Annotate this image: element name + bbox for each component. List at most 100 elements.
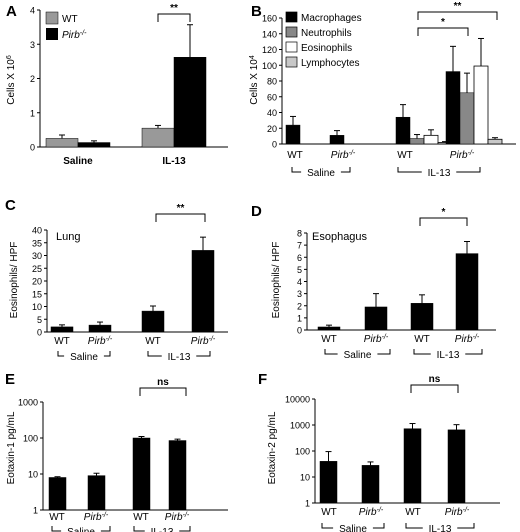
significance-label: ** — [170, 3, 178, 14]
chart-subtitle: Lung — [56, 231, 80, 243]
x-label-wt: WT — [133, 512, 149, 523]
x-label-pirb: Pirb-/- — [445, 507, 470, 519]
y-tick-label: 100 — [23, 434, 38, 444]
legend-label-lymphocytes: Lymphocytes — [301, 58, 360, 69]
bar-eosinophils — [50, 326, 74, 333]
x-category-label: Saline — [63, 156, 93, 167]
bar-eosinophils — [141, 310, 165, 333]
bar-eotaxin-2 — [403, 428, 422, 504]
y-tick-label: 3 — [30, 40, 35, 50]
legend-label-wt: WT — [62, 14, 78, 25]
y-tick-label: 5 — [37, 315, 42, 325]
bar-macrophages — [445, 71, 461, 145]
legend-label-neutrophils: Neutrophils — [301, 28, 352, 39]
bar-macrophages — [395, 116, 411, 145]
x-label-wt: WT — [145, 336, 161, 347]
y-tick-label: 8 — [297, 229, 302, 239]
y-tick-label: 15 — [32, 289, 42, 299]
y-axis-label: Cells X 106 — [6, 55, 18, 105]
x-label-wt: WT — [287, 150, 303, 161]
x-label-pirb: Pirb-/- — [331, 150, 356, 162]
chart-subtitle: Esophagus — [312, 231, 368, 243]
y-tick-label: 1 — [30, 108, 35, 118]
significance-label: ** — [454, 1, 462, 12]
y-tick-label: 10 — [28, 470, 38, 480]
y-tick-label: 4 — [297, 277, 302, 287]
y-tick-label: 1 — [297, 313, 302, 323]
bar-macrophages — [329, 135, 345, 145]
legend-label-eosinophils: Eosinophils — [301, 43, 352, 54]
group-label: IL-13 — [168, 352, 191, 363]
bar-eotaxin-1 — [132, 437, 151, 511]
group-label: Saline — [70, 352, 98, 363]
y-tick-label: 160 — [262, 14, 277, 24]
significance-bracket — [139, 387, 187, 396]
group-label: Saline — [67, 527, 95, 532]
y-tick-label: 20 — [32, 277, 42, 287]
bracket-gap — [301, 169, 341, 175]
y-tick-label: 7 — [297, 241, 302, 251]
y-tick-label: 10000 — [285, 395, 310, 405]
bracket-gap — [422, 525, 458, 531]
y-tick-label: 5 — [297, 265, 302, 275]
x-label-pirb: Pirb-/- — [455, 334, 480, 346]
y-tick-label: 0 — [272, 140, 277, 150]
group-label: Saline — [344, 350, 372, 361]
y-tick-label: 1 — [33, 506, 38, 516]
bar-eotaxin-1 — [168, 440, 187, 511]
bar-eotaxin-1 — [87, 475, 106, 511]
bar-eosinophils — [410, 303, 434, 331]
y-tick-label: 20 — [267, 124, 277, 134]
bar-eosinophils — [423, 134, 439, 145]
panel-letter-c: C — [5, 197, 16, 214]
panel-letter-b: B — [251, 3, 262, 20]
group-label: Saline — [307, 168, 335, 179]
legend-label-pirb: Pirb-/- — [62, 30, 87, 42]
x-label-pirb: Pirb-/- — [364, 334, 389, 346]
bar-wt — [141, 127, 175, 148]
bar-eosinophils — [88, 324, 112, 333]
bracket-gap — [333, 525, 373, 531]
y-tick-label: 100 — [295, 447, 310, 457]
legend-swatch-wt — [45, 11, 59, 25]
significance-bracket — [417, 11, 498, 20]
bar-pirb-/- — [173, 57, 207, 148]
legend-swatch-pirb — [46, 28, 58, 40]
bar-wt — [45, 138, 79, 148]
bar-pirb-/- — [77, 142, 111, 148]
group-label: IL-13 — [437, 350, 460, 361]
x-label-pirb: Pirb-/- — [191, 336, 216, 348]
y-tick-label: 25 — [32, 264, 42, 274]
bracket-gap — [430, 351, 466, 357]
bracket-gap — [61, 528, 101, 532]
group-label: IL-13 — [428, 168, 451, 179]
legend-swatch-macrophages — [285, 11, 298, 23]
y-tick-label: 60 — [267, 92, 277, 102]
y-axis-label: Eosinophils/ HPF — [271, 242, 282, 319]
y-axis-label: Eotaxin-2 pg/mL — [267, 411, 278, 484]
y-tick-label: 120 — [262, 45, 277, 55]
panel-letter-a: A — [6, 3, 17, 20]
y-tick-label: 0 — [37, 328, 42, 338]
significance-label: ** — [177, 203, 185, 214]
panel-letter-f: F — [258, 371, 267, 388]
y-axis-label: Eotaxin-1 pg/mL — [6, 411, 17, 484]
x-label-pirb: Pirb-/- — [88, 336, 113, 348]
y-tick-label: 10 — [300, 473, 310, 483]
y-axis-label: Cells X 104 — [249, 55, 261, 105]
significance-label: ns — [429, 374, 441, 385]
y-axis-label: Eosinophils/ HPF — [9, 242, 20, 319]
y-tick-label: 80 — [267, 77, 277, 87]
y-tick-label: 0 — [30, 143, 35, 153]
y-tick-label: 35 — [32, 238, 42, 248]
y-tick-label: 1 — [305, 499, 310, 509]
bar-eosinophils — [317, 326, 341, 331]
group-label: IL-13 — [151, 527, 174, 532]
x-label-wt: WT — [54, 336, 70, 347]
y-tick-label: 6 — [297, 253, 302, 263]
y-tick-label: 140 — [262, 29, 277, 39]
bar-eotaxin-2 — [361, 465, 380, 504]
bar-neutrophils — [409, 138, 425, 145]
x-label-pirb: Pirb-/- — [450, 150, 475, 162]
